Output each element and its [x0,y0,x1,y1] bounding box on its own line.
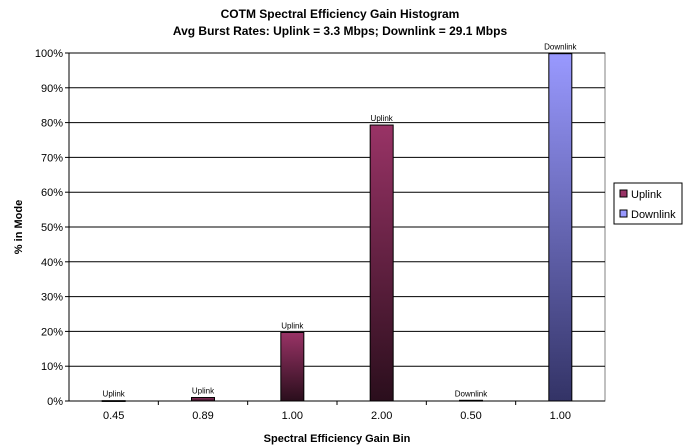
data-label: Downlink [455,389,488,398]
y-axis-title: % in Mode [13,200,25,254]
y-tick-label: 80% [41,118,63,130]
x-tick-label: 1.00 [550,410,571,422]
x-tick-label: 0.45 [103,410,124,422]
x-tick-label: 0.50 [460,410,481,422]
y-tick-label: 0% [47,396,63,408]
legend-swatch-uplink [619,189,628,198]
x-tick-label: 0.89 [192,410,213,422]
data-label: Uplink [371,114,394,123]
data-label: Downlink [544,43,577,52]
y-tick-label: 50% [41,222,63,234]
legend-label-downlink: Downlink [631,209,676,221]
x-axis-ticks: 0.45 0.89 1.00 2.00 0.50 1.00 [103,401,571,422]
y-tick-label: 20% [41,326,63,338]
chart-subtitle: Avg Burst Rates: Uplink = 3.3 Mbps; Down… [173,24,508,38]
bar-uplink [369,124,394,402]
x-axis-title: Spectral Efficiency Gain Bin [264,433,411,445]
chart-title: COTM Spectral Efficiency Gain Histogram [221,7,460,21]
y-tick-label: 70% [41,152,63,164]
legend: Uplink Downlink [613,182,683,225]
y-tick-label: 30% [41,292,63,304]
y-tick-label: 40% [41,257,63,269]
data-label: Uplink [192,387,215,396]
x-tick-label: 1.00 [282,410,303,422]
bar-downlink [459,399,483,402]
bar-uplink [191,397,215,402]
y-tick-label: 90% [41,83,63,95]
bar-downlink [548,53,573,402]
y-tick-label: 60% [41,187,63,199]
y-tick-label: 100% [35,48,63,60]
bar-uplink [280,331,305,402]
data-label: Uplink [103,390,126,399]
x-tick-label: 2.00 [371,410,392,422]
gridlines [69,52,605,367]
legend-label-uplink: Uplink [631,189,662,201]
y-tick-label: 10% [41,361,63,373]
bar-uplink [101,400,126,402]
data-label: Uplink [281,321,304,330]
bars: Uplink Uplink Uplink Uplink Downlink Downlink [101,43,578,402]
legend-swatch-downlink [619,209,628,218]
